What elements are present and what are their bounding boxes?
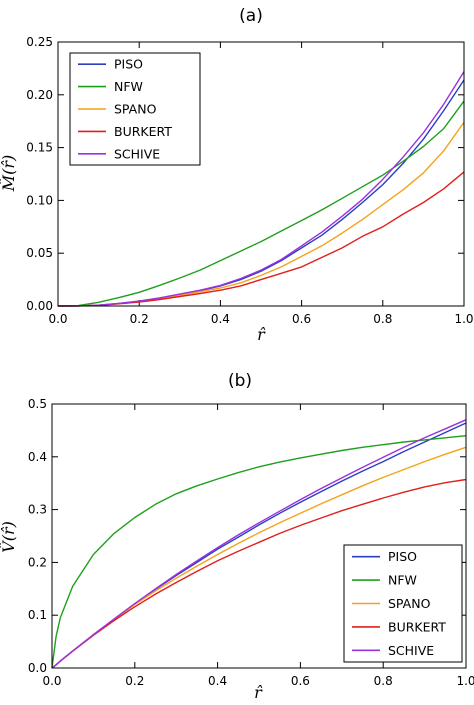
panel-b-legend-label-piso: PISO: [388, 549, 417, 564]
panel-a-x-tick-label: 0.8: [373, 312, 392, 326]
panel-b-y-tick-label: 0.0: [28, 661, 47, 675]
panel-a-series: [57, 71, 465, 307]
panel-a-legend-label-burkert: BURKERT: [114, 124, 172, 139]
panel-b-x-tick-label: 1.0: [456, 674, 474, 688]
panel-a-legend-label-schive: SCHIVE: [114, 146, 160, 161]
panel-b-y-tick-label: 0.2: [28, 555, 47, 569]
panel-b-x-tick-label: 0.4: [208, 674, 227, 688]
panel-a-title: (a): [239, 6, 263, 26]
panel-a-x-tick-label: 0.6: [292, 312, 311, 326]
panel-b-y-ticks: 0.0 0.1 0.2 0.3 0.4 0.5: [28, 397, 466, 675]
panel-a-x-tick-label: 1.0: [454, 312, 473, 326]
panel-a-series-burkert-line: [57, 171, 465, 307]
panel-a-xlabel: r̂: [257, 325, 266, 344]
panel-a-legend-label-spano: SPANO: [114, 102, 157, 117]
panel-a-legend-label-nfw: NFW: [114, 79, 143, 94]
panel-a-legend-label-piso: PISO: [114, 57, 143, 72]
panel-b-legend: PISO NFW SPANO BURKERT SCHIVE: [343, 544, 463, 663]
panel-a-y-tick-label: 0.25: [26, 35, 53, 49]
panel-a-y-tick-label: 0.05: [26, 246, 53, 260]
panel-b-legend-label-schive: SCHIVE: [388, 643, 434, 658]
panel-a-y-tick-label: 0.10: [26, 193, 53, 207]
panel-b-series-nfw-line: [51, 435, 467, 669]
panel-b-y-tick-label: 0.1: [28, 608, 47, 622]
panel-a-x-tick-label: 0.2: [130, 312, 149, 326]
panel-a-series-nfw-line: [57, 100, 465, 307]
panel-a-x-tick-label: 0.4: [211, 312, 230, 326]
panel-b-x-tick-label: 0.2: [125, 674, 144, 688]
panel-b-series-schive-line: [51, 419, 467, 669]
panel-b-y-tick-label: 0.3: [28, 503, 47, 517]
panel-a-y-tick-label: 0.00: [26, 299, 53, 313]
panel-a-frame: [57, 41, 465, 307]
panel-a-legend: PISO NFW SPANO BURKERT SCHIVE: [69, 52, 201, 166]
panel-b-x-tick-label: 0.0: [42, 674, 61, 688]
panel-b-x-tick-label: 0.6: [291, 674, 310, 688]
panel-b-title: (b): [228, 371, 252, 391]
panel-a-x-ticks: 0.0 0.2 0.4 0.6 0.8 1.0: [48, 42, 474, 326]
panel-b-y-tick-label: 0.5: [28, 397, 47, 411]
panel-b-legend-label-burkert: BURKERT: [388, 619, 446, 634]
panel-b-x-tick-label: 0.8: [374, 674, 393, 688]
panel-a-y-tick-label: 0.15: [26, 141, 53, 155]
panel-a-y-tick-label: 0.20: [26, 88, 53, 102]
panel-b-legend-label-nfw: NFW: [388, 573, 417, 588]
panel-b-frame: [51, 403, 467, 669]
panel-b-series: [51, 419, 467, 669]
panel-b: (b) r̂ V̂(r̂) 0.0 0.2 0.4 0.6 0.8 1.0 0.00.10…: [0, 371, 474, 702]
panel-a-ylabel: M̂(r̂): [0, 155, 18, 193]
panel-b-y-tick-label: 0.4: [28, 450, 47, 464]
panel-a-x-tick-label: 0.0: [48, 312, 67, 326]
panel-b-legend-label-spano: SPANO: [388, 596, 431, 611]
panel-a: (a) r̂ M̂(r̂) 0.0 0.2 0.4 0.6 0.8 1.0 0.000.0…: [0, 6, 474, 344]
panel-b-xlabel: r̂: [254, 683, 263, 702]
panel-b-ylabel: V̂(r̂): [0, 521, 18, 553]
panel-a-series-schive-line: [57, 71, 465, 307]
